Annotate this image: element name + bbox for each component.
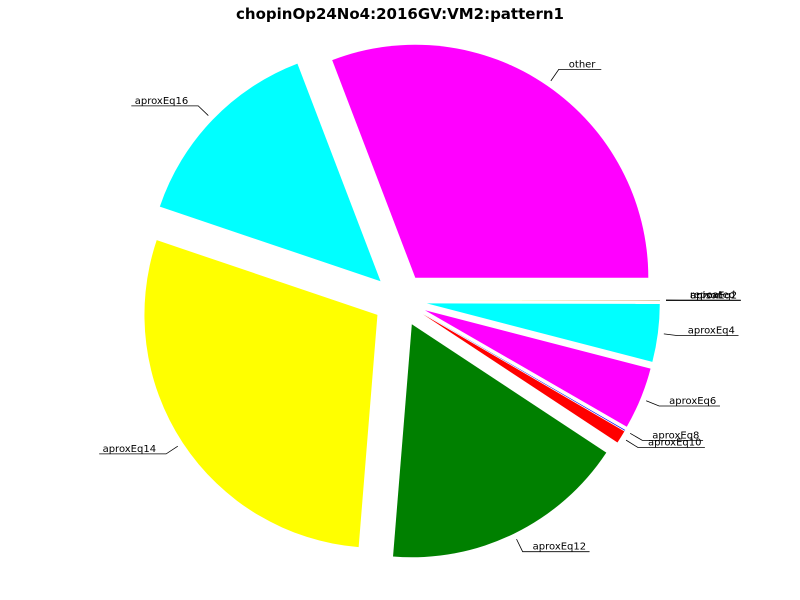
label-other: other <box>569 59 597 70</box>
leader-aproxeq16 <box>131 105 209 116</box>
slice-aproxeq10 <box>422 314 625 443</box>
chart-title: chopinOp24No4:2016GV:VM2:pattern1 <box>236 5 564 23</box>
slice-aproxeq4 <box>426 303 660 362</box>
leader-aproxeq14 <box>99 445 179 455</box>
leader-aproxeq12 <box>516 538 590 553</box>
slice-other <box>332 44 649 278</box>
pie-labels: other aproxEq16 aproxEq14 aproxEq12 aproxEq1… <box>99 59 741 553</box>
slice-aproxeq12 <box>393 324 607 558</box>
slice-aproxeq6 <box>424 310 651 427</box>
leader-aproxeq8 <box>629 432 704 441</box>
label-aproxeq14: aproxEq14 <box>103 444 157 455</box>
label-aproxeq2: aproxEq2 <box>690 290 737 301</box>
slice-aproxeq8 <box>423 313 626 431</box>
leader-other <box>550 68 602 82</box>
slice-aproxeq16 <box>159 63 381 282</box>
label-repeated: repeated <box>690 290 735 301</box>
slice-aproxeq14 <box>144 240 378 548</box>
pie-slices <box>144 44 660 558</box>
leader-aproxeq6 <box>646 400 720 407</box>
leader-aproxeq4 <box>663 333 739 337</box>
leader-aproxeq10 <box>625 439 705 448</box>
label-aproxeq4: aproxEq4 <box>688 326 735 337</box>
label-aproxeq6: aproxEq6 <box>669 396 716 407</box>
label-aproxeq8: aproxEq8 <box>652 430 699 441</box>
label-aproxeq12: aproxEq12 <box>533 542 587 553</box>
label-aproxeq10: aproxEq10 <box>648 438 702 449</box>
label-aproxeq16: aproxEq16 <box>135 96 189 107</box>
label-unison: unison <box>690 290 723 301</box>
